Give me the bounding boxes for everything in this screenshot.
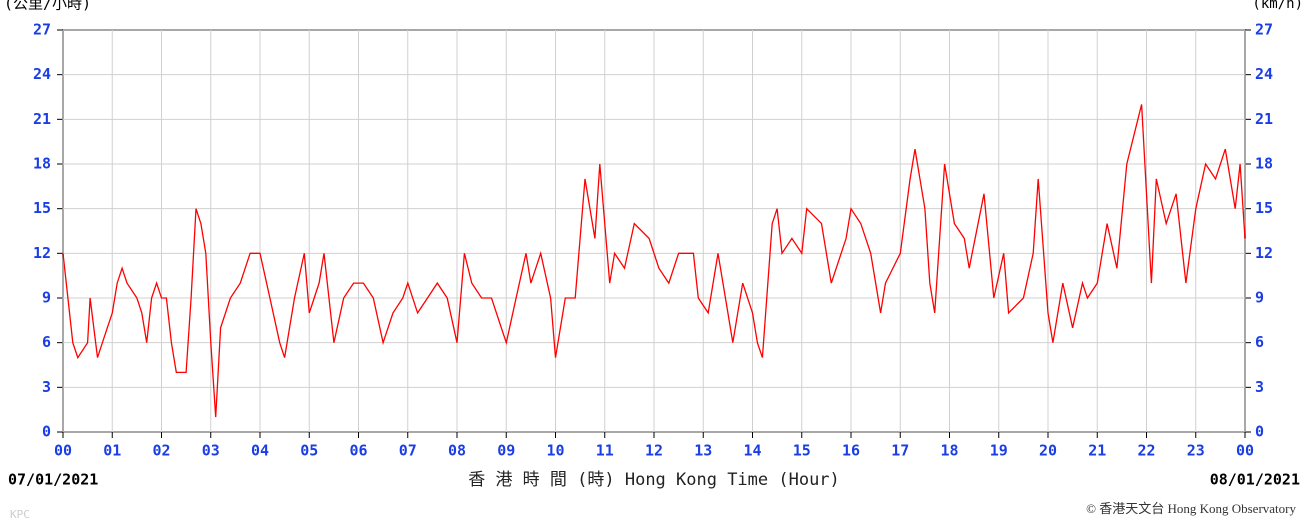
- x-tick-label: 10: [546, 442, 564, 460]
- y-tick-label: 21: [33, 110, 51, 128]
- y-tick-label: 27: [33, 21, 51, 39]
- y2-tick-label: 24: [1255, 65, 1273, 83]
- y-tick-label: 24: [33, 65, 51, 83]
- x-tick-label: 12: [645, 442, 663, 460]
- x-tick-label: 03: [202, 442, 220, 460]
- y2-tick-label: 18: [1255, 155, 1273, 173]
- x-tick-label: 23: [1187, 442, 1205, 460]
- x-tick-label: 11: [596, 442, 614, 460]
- y2-tick-label: 12: [1255, 244, 1273, 262]
- x-tick-label: 02: [152, 442, 170, 460]
- x-tick-label: 16: [842, 442, 860, 460]
- watermark: KPC: [10, 508, 30, 521]
- x-tick-label: 06: [349, 442, 367, 460]
- y-tick-label: 15: [33, 199, 51, 217]
- y-tick-label: 12: [33, 244, 51, 262]
- y-tick-label: 9: [42, 289, 51, 307]
- x-tick-label: 08: [448, 442, 466, 460]
- start-date: 07/01/2021: [8, 471, 98, 489]
- y2-tick-label: 27: [1255, 21, 1273, 39]
- y2-tick-label: 21: [1255, 110, 1273, 128]
- credit: © 香港天文台 Hong Kong Observatory: [1086, 501, 1296, 516]
- y2-tick-label: 15: [1255, 199, 1273, 217]
- x-tick-label: 14: [743, 442, 761, 460]
- x-tick-label: 09: [497, 442, 515, 460]
- y-tick-label: 18: [33, 155, 51, 173]
- x-tick-label: 05: [300, 442, 318, 460]
- y2-axis-label: (km/h): [1252, 0, 1303, 12]
- y-tick-label: 3: [42, 378, 51, 396]
- y2-tick-label: 6: [1255, 333, 1264, 351]
- x-tick-label: 21: [1088, 442, 1106, 460]
- x-tick-label: 00: [54, 442, 72, 460]
- y2-tick-label: 0: [1255, 423, 1264, 441]
- data-line: [62, 104, 1246, 418]
- y-axis-label: (公里/小時): [4, 0, 91, 13]
- x-tick-label: 00: [1236, 442, 1254, 460]
- y-tick-label: 0: [42, 423, 51, 441]
- x-tick-label: 15: [793, 442, 811, 460]
- x-tick-label: 22: [1137, 442, 1155, 460]
- x-tick-label: 18: [940, 442, 958, 460]
- x-tick-label: 19: [990, 442, 1008, 460]
- y-tick-label: 6: [42, 333, 51, 351]
- x-axis-label: 香 港 時 間 (時) Hong Kong Time (Hour): [468, 470, 840, 490]
- x-tick-label: 20: [1039, 442, 1057, 460]
- x-tick-label: 01: [103, 442, 121, 460]
- x-tick-label: 04: [251, 442, 269, 460]
- x-tick-label: 17: [891, 442, 909, 460]
- end-date: 08/01/2021: [1210, 471, 1300, 489]
- y2-tick-label: 9: [1255, 289, 1264, 307]
- y2-tick-label: 3: [1255, 378, 1264, 396]
- x-tick-label: 13: [694, 442, 712, 460]
- x-tick-label: 07: [399, 442, 417, 460]
